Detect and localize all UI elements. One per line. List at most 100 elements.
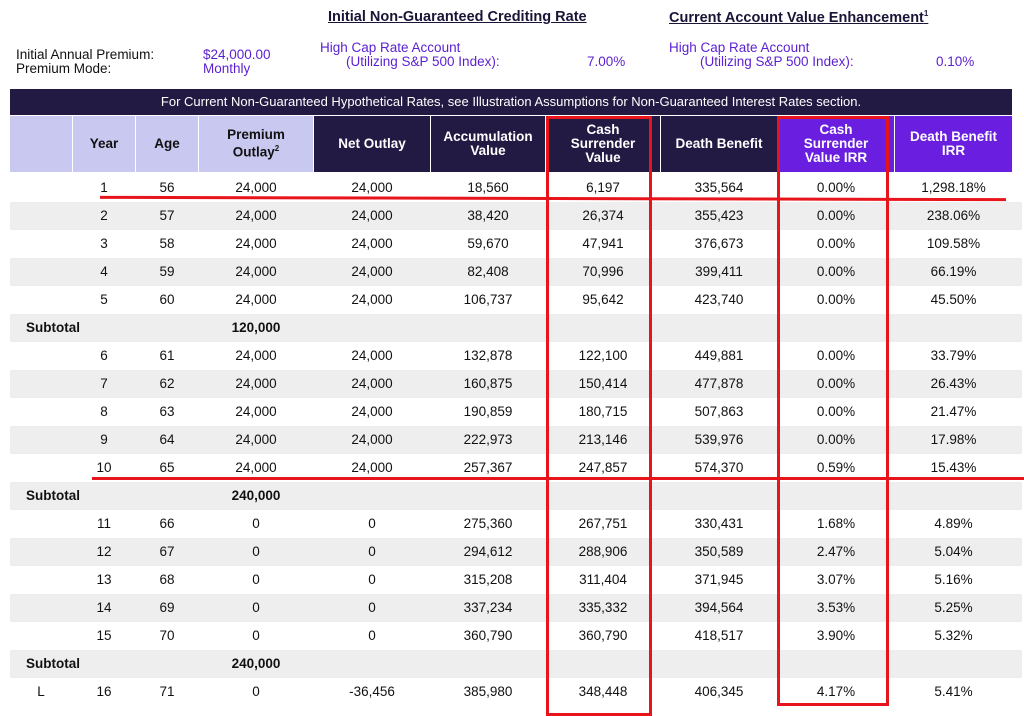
- table-row: 2 57 24,000 24,000 38,420 26,374 355,423 0.00% 2…: [10, 202, 1022, 230]
- cell-flag: [10, 230, 72, 258]
- cell-dbirr: 33.79%: [930, 348, 977, 363]
- cell-csvirr: 1.68%: [816, 516, 856, 531]
- cell-accum: 337,234: [463, 600, 513, 615]
- table-row: 8 63 24,000 24,000 190,859 180,715 507,863 0.00…: [10, 398, 1022, 426]
- cell-net: 24,000: [351, 264, 393, 279]
- cell-premium: 24,000: [235, 432, 277, 447]
- cell-year: 16: [96, 684, 112, 699]
- cell-dbirr: 15.43%: [930, 460, 977, 475]
- cell-net: 0: [368, 600, 376, 615]
- cell-net: 24,000: [351, 460, 393, 475]
- cell-net: 24,000: [351, 208, 393, 223]
- cell-dbirr: 5.04%: [934, 544, 973, 559]
- col-net-outlay: Net Outlay: [314, 116, 430, 172]
- cell-net: 0: [368, 544, 376, 559]
- subtotal-premium: 120,000: [231, 320, 281, 335]
- cell-dbirr: 5.25%: [934, 600, 973, 615]
- table-row: 14 69 0 0 337,234 335,332 394,564 3.53% 5.25%: [10, 594, 1022, 622]
- table-row: 4 59 24,000 24,000 82,408 70,996 399,411 0.00% 6…: [10, 258, 1022, 286]
- crediting-rate-title: Initial Non-Guaranteed Crediting Rate: [328, 9, 587, 25]
- cell-dbirr: 17.98%: [930, 432, 977, 447]
- cell-net: 24,000: [351, 404, 393, 419]
- cell-csvirr: 0.00%: [816, 180, 856, 195]
- cell-year: 8: [100, 404, 108, 419]
- cell-csvirr: 0.59%: [816, 460, 856, 475]
- col-age: Age: [136, 116, 198, 172]
- cell-year: 4: [100, 264, 108, 279]
- cell-premium: 24,000: [235, 208, 277, 223]
- cell-accum: 59,670: [467, 236, 509, 251]
- cell-db: 477,878: [694, 376, 744, 391]
- account2-name: High Cap Rate Account: [669, 40, 810, 55]
- cell-age: 57: [159, 208, 175, 223]
- cell-db: 371,945: [694, 572, 744, 587]
- col-death-benefit-irr: Death Benefit IRR: [895, 116, 1012, 172]
- cell-dbirr: 5.32%: [934, 628, 973, 643]
- cell-accum: 315,208: [463, 572, 513, 587]
- cell-db: 350,589: [694, 544, 744, 559]
- account2-index: (Utilizing S&P 500 Index):: [700, 54, 854, 69]
- cell-flag: [10, 370, 72, 398]
- cell-flag: [10, 538, 72, 566]
- col-death-benefit: Death Benefit: [661, 116, 777, 172]
- cell-db: 399,411: [695, 264, 743, 279]
- cell-csvirr: 3.07%: [816, 572, 856, 587]
- cell-premium: 24,000: [235, 264, 277, 279]
- cell-age: 63: [159, 404, 175, 419]
- table-row: 9 64 24,000 24,000 222,973 213,146 539,976 0.00…: [10, 426, 1022, 454]
- cell-premium: 0: [252, 516, 260, 531]
- cell-year: 11: [96, 516, 111, 531]
- cell-db: 335,564: [694, 180, 744, 195]
- cell-premium: 0: [252, 544, 260, 559]
- cell-year: 9: [100, 432, 108, 447]
- col-cash-surrender-value: Cash Surrender Value: [546, 116, 660, 172]
- cell-db: 539,976: [694, 432, 744, 447]
- cell-csv: 150,414: [578, 376, 628, 391]
- col-csv-irr: Cash Surrender Value IRR: [778, 116, 894, 172]
- cell-year: 3: [100, 236, 108, 251]
- cell-db: 507,863: [694, 404, 744, 419]
- cell-csv: 180,715: [578, 404, 628, 419]
- cell-csvirr: 4.17%: [816, 684, 856, 699]
- account1-rate: 7.00%: [587, 54, 626, 69]
- cell-year: 12: [96, 544, 112, 559]
- cell-accum: 222,973: [463, 432, 513, 447]
- cell-premium: 24,000: [235, 180, 277, 195]
- cell-flag: [10, 426, 72, 454]
- cell-year: 14: [96, 600, 112, 615]
- cell-accum: 132,878: [463, 348, 513, 363]
- cell-dbirr: 1,298.18%: [921, 180, 986, 195]
- cell-csv: 70,996: [582, 264, 624, 279]
- table-row: 7 62 24,000 24,000 160,875 150,414 477,878 0.00…: [10, 370, 1022, 398]
- col-premium-outlay: Premium Outlay2: [199, 116, 313, 172]
- cell-year: 15: [96, 628, 112, 643]
- cell-flag: [10, 454, 72, 482]
- cell-age: 67: [159, 544, 175, 559]
- cell-age: 71: [159, 684, 175, 699]
- cell-csv: 348,448: [578, 684, 628, 699]
- csv-irr-highlight-box: [777, 116, 889, 706]
- cell-flag: [10, 202, 72, 230]
- cell-net: 0: [368, 572, 376, 587]
- cell-accum: 82,408: [467, 264, 509, 279]
- cell-age: 64: [159, 432, 175, 447]
- cell-csv: 288,906: [578, 544, 628, 559]
- cell-csvirr: 0.00%: [816, 264, 856, 279]
- cell-flag: [10, 342, 72, 370]
- subtotal-label: Subtotal: [26, 320, 80, 335]
- account1-name: High Cap Rate Account: [320, 40, 461, 55]
- cell-csv: 335,332: [578, 600, 628, 615]
- cell-flag: [10, 174, 72, 202]
- table-row: 15 70 0 0 360,790 360,790 418,517 3.90% 5.32%: [10, 622, 1022, 650]
- cell-year: 13: [96, 572, 112, 587]
- cell-csv: 95,642: [582, 292, 624, 307]
- cell-csvirr: 2.47%: [816, 544, 856, 559]
- cell-net: 0: [368, 516, 376, 531]
- cell-age: 66: [159, 516, 175, 531]
- cell-csvirr: 0.00%: [816, 208, 856, 223]
- cell-age: 69: [159, 600, 175, 615]
- cell-db: 449,881: [694, 348, 744, 363]
- cell-dbirr: 4.89%: [934, 516, 973, 531]
- cell-db: 355,423: [694, 208, 744, 223]
- cell-flag: [10, 398, 72, 426]
